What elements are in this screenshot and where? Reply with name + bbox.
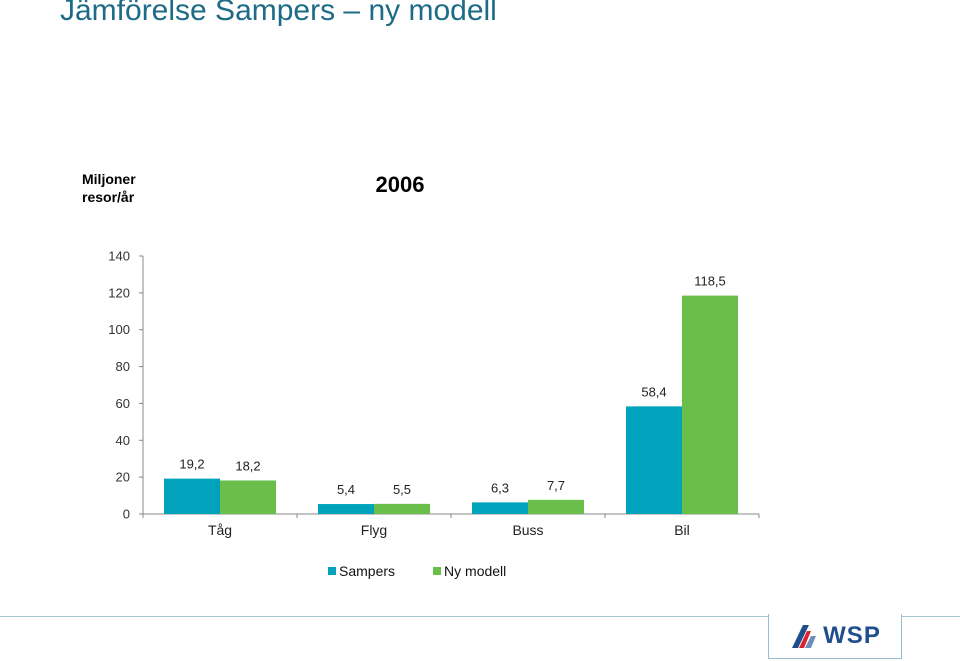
data-label: 58,4 bbox=[641, 384, 666, 399]
legend-swatch-ny-modell bbox=[433, 567, 442, 575]
bar-ny-modell-buss bbox=[528, 499, 584, 514]
wsp-logo-text: WSP bbox=[823, 622, 881, 649]
data-label: 19,2 bbox=[179, 457, 204, 472]
y-axis-label-line-1: Miljoner bbox=[82, 171, 136, 187]
bar-sampers-flyg bbox=[318, 504, 374, 514]
bar-ny-modell-bil bbox=[682, 295, 738, 514]
page-title: Jämförelse Sampers – ny modell bbox=[60, 0, 497, 27]
legend-item-ny-modell: Ny modell bbox=[433, 563, 506, 579]
y-axis-label-line-2: resor/år bbox=[82, 189, 135, 205]
data-label: 118,5 bbox=[694, 274, 726, 289]
y-axis-label: Miljoner resor/år bbox=[82, 170, 136, 206]
bar-sampers-buss bbox=[472, 502, 528, 514]
data-label: 5,4 bbox=[337, 482, 355, 497]
y-tick-label: 0 bbox=[123, 507, 130, 522]
footer-divider bbox=[0, 616, 960, 617]
y-tick-label: 80 bbox=[116, 359, 130, 374]
y-tick-label: 60 bbox=[116, 396, 130, 411]
legend-label-ny-modell: Ny modell bbox=[444, 563, 507, 579]
y-tick-label: 20 bbox=[116, 470, 130, 485]
x-tick-label: Bil bbox=[674, 522, 690, 538]
chart-legend: Sampers Ny modell bbox=[328, 563, 506, 579]
bar-sampers-bil bbox=[626, 406, 682, 514]
y-tick-label: 120 bbox=[108, 285, 130, 300]
bar-ny-modell-tåg bbox=[220, 480, 276, 514]
data-label: 5,5 bbox=[393, 482, 411, 497]
data-label: 18,2 bbox=[235, 458, 260, 473]
x-tick-label: Flyg bbox=[361, 522, 387, 538]
wsp-logo-icon bbox=[792, 625, 817, 648]
bar-chart: 0 20 40 60 80 100 120 140 Tåg 19,2 18,2 Flyg 5,4 5,5 B… bbox=[108, 249, 760, 538]
bar-ny-modell-flyg bbox=[374, 503, 430, 514]
y-tick-label: 140 bbox=[108, 249, 130, 264]
chart-title: 2006 bbox=[375, 172, 425, 197]
y-tick-label: 100 bbox=[108, 322, 130, 337]
data-label: 7,7 bbox=[547, 478, 565, 493]
data-label: 6,3 bbox=[491, 480, 509, 495]
x-tick-label: Tåg bbox=[208, 522, 232, 538]
x-tick-label: Buss bbox=[512, 522, 543, 538]
legend-item-sampers: Sampers bbox=[328, 563, 395, 579]
y-tick-label: 40 bbox=[116, 433, 130, 448]
legend-swatch-sampers bbox=[328, 567, 336, 575]
bar-sampers-tåg bbox=[164, 478, 220, 514]
legend-label-sampers: Sampers bbox=[339, 563, 396, 579]
wsp-logo: WSP bbox=[768, 614, 902, 659]
